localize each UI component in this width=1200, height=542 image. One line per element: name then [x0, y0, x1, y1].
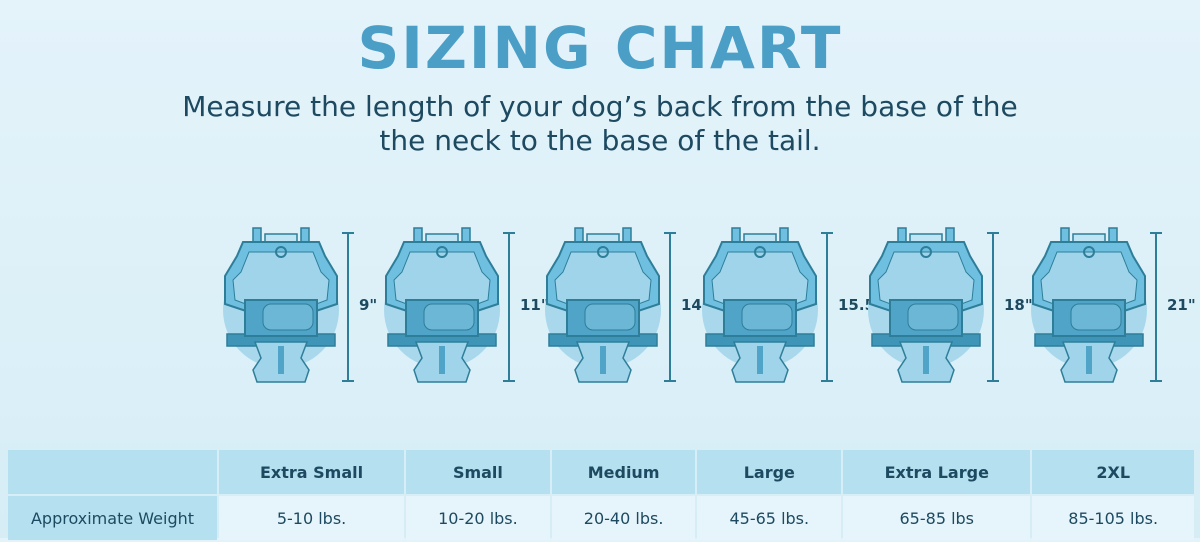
size-table: Extra Small Small Medium Large Extra Lar… — [6, 448, 1196, 542]
page-title: SIZING CHART — [357, 14, 843, 82]
dog-harness-icon — [535, 222, 705, 392]
header-cell: Small — [406, 450, 550, 494]
measurement-label: 21" — [1167, 296, 1196, 314]
header-cell-empty — [8, 450, 217, 494]
measurement-label: 18" — [1004, 296, 1033, 314]
header-cell: Extra Small — [219, 450, 405, 494]
weight-cell: 85-105 lbs. — [1032, 496, 1194, 540]
weight-cell: 10-20 lbs. — [406, 496, 550, 540]
measurement-line — [503, 232, 515, 382]
measurement-line — [987, 232, 999, 382]
measurement-line — [664, 232, 676, 382]
dog-harness-icon — [1021, 222, 1191, 392]
table-header-row: Extra Small Small Medium Large Extra Lar… — [8, 450, 1194, 494]
weight-cell: 5-10 lbs. — [219, 496, 405, 540]
measurement-line — [821, 232, 833, 382]
subtitle-line-1: Measure the length of your dog’s back fr… — [182, 90, 1018, 123]
measurement-line — [1150, 232, 1162, 382]
row-label: Approximate Weight — [8, 496, 217, 540]
header-cell: Extra Large — [843, 450, 1031, 494]
dog-harness-icon — [374, 222, 544, 392]
dog-harness-icon — [692, 222, 862, 392]
table-row: Approximate Weight 5-10 lbs. 10-20 lbs. … — [8, 496, 1194, 540]
dog-harness-icon — [213, 222, 383, 392]
weight-cell: 20-40 lbs. — [551, 496, 696, 540]
header-cell: Large — [697, 450, 842, 494]
weight-cell: 65-85 lbs — [843, 496, 1031, 540]
subtitle-line-2: the neck to the base of the tail. — [379, 124, 821, 157]
measurement-label: 9" — [359, 296, 378, 314]
measurement-label: 11" — [520, 296, 549, 314]
dog-harness-icon — [858, 222, 1028, 392]
header-cell: Medium — [551, 450, 696, 494]
header-cell: 2XL — [1032, 450, 1194, 494]
measurement-line — [342, 232, 354, 382]
weight-cell: 45-65 lbs. — [697, 496, 842, 540]
